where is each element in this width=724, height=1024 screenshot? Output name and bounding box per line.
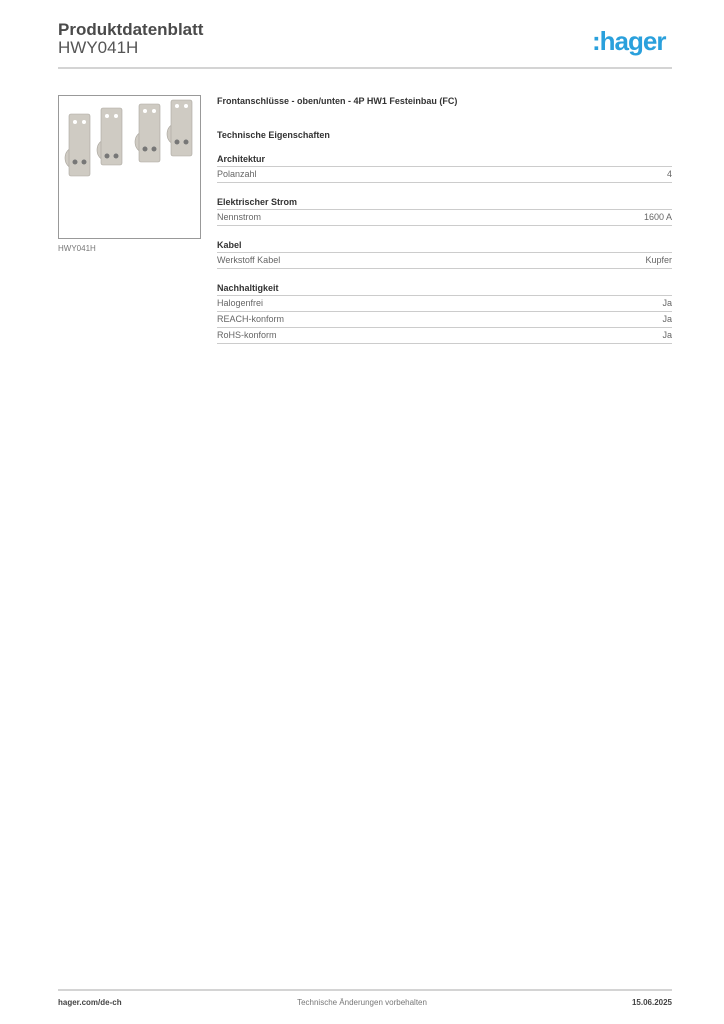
property-row: Nennstrom 1600 A <box>217 210 672 226</box>
property-row: Halogenfrei Ja <box>217 296 672 312</box>
property-label: REACH-konform <box>217 314 285 324</box>
property-label: RoHS-konform <box>217 330 277 340</box>
property-value: 1600 A <box>643 212 672 222</box>
product-description: Frontanschlüsse - oben/unten - 4P HW1 Fe… <box>217 96 458 106</box>
footer-note: Technische Änderungen vorbehalten <box>297 998 427 1007</box>
footer-date: 15.06.2025 <box>631 998 672 1007</box>
product-code: HWY041H <box>58 38 139 57</box>
property-row: REACH-konform Ja <box>217 312 672 328</box>
connector-terminals-image <box>64 99 193 177</box>
section-title: Technische Eigenschaften <box>217 130 330 140</box>
property-label: Nennstrom <box>217 212 262 222</box>
hager-logo: :hager <box>592 26 666 56</box>
property-value: Ja <box>662 330 672 340</box>
property-label: Werkstoff Kabel <box>217 255 281 265</box>
property-row: Polanzahl 4 <box>217 167 672 183</box>
property-value: Kupfer <box>645 255 672 265</box>
group-title: Architektur <box>217 154 672 167</box>
product-image <box>58 95 201 239</box>
footer-website-link[interactable]: hager.com/de-ch <box>58 998 122 1007</box>
property-row: RoHS-konform Ja <box>217 328 672 344</box>
footer-divider <box>58 989 672 991</box>
property-row: Werkstoff Kabel Kupfer <box>217 253 672 269</box>
product-details: Frontanschlüsse - oben/unten - 4P HW1 Fe… <box>217 96 672 344</box>
property-label: Polanzahl <box>217 169 257 179</box>
property-value: Ja <box>662 298 672 308</box>
group-title: Kabel <box>217 240 672 253</box>
property-value: Ja <box>662 314 672 324</box>
page-title: Produktdatenblatt <box>58 20 204 39</box>
property-label: Halogenfrei <box>217 298 264 308</box>
property-value: 4 <box>666 169 672 179</box>
header-divider <box>58 67 672 69</box>
group-title: Elektrischer Strom <box>217 197 672 210</box>
group-title: Nachhaltigkeit <box>217 283 672 296</box>
image-caption: HWY041H <box>58 244 96 253</box>
